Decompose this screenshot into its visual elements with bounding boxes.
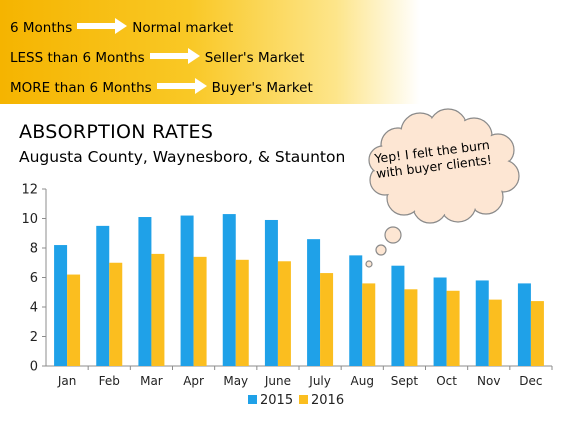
x-tick-label: Feb <box>99 374 120 388</box>
bar-2016-dec <box>530 301 544 366</box>
bar-2015-mar <box>138 217 152 366</box>
bar-2016-mar <box>151 253 165 366</box>
bar-2015-oct <box>433 277 447 366</box>
absorption-bar-chart: 0 2 4 6 8 10 12 Jan Feb Mar Apr May June July Aug Sept O… <box>21 183 553 408</box>
bar-2015-june <box>264 219 278 366</box>
x-tick-label: Nov <box>477 374 500 388</box>
bar-2016-sept <box>404 289 418 366</box>
bar-2015-sept <box>391 265 405 366</box>
bar-2015-jan <box>54 245 68 366</box>
bar-2016-feb <box>109 262 123 366</box>
rule-result: Normal market <box>132 20 234 36</box>
x-tick-label: Sept <box>391 374 419 388</box>
x-tick-label: Dec <box>519 374 542 388</box>
y-tick-label: 0 <box>30 360 38 375</box>
legend-label-2016: 2016 <box>311 393 344 408</box>
bar-2016-nov <box>488 299 502 366</box>
y-tick-label: 10 <box>21 212 38 227</box>
rule-condition: LESS than 6 Months <box>10 50 145 66</box>
chart-title: ABSORPTION RATES <box>19 121 214 143</box>
y-tick-label: 4 <box>30 301 38 316</box>
rule-buyer: MORE than 6 Months Buyer's Market <box>10 76 313 100</box>
bar-2015-dec <box>517 283 531 366</box>
bar-2016-apr <box>193 256 207 366</box>
rule-seller: LESS than 6 Months Seller's Market <box>10 46 304 70</box>
right-arrow-icon <box>156 78 207 98</box>
y-tick-label: 12 <box>21 183 38 198</box>
chart-subtitle: Augusta County, Waynesboro, & Staunton <box>19 148 346 166</box>
bar-2015-feb <box>96 225 110 366</box>
x-tick-label: Mar <box>140 374 163 388</box>
bar-2016-jan <box>67 274 81 366</box>
x-tick-label: Apr <box>183 374 204 388</box>
right-arrow-icon <box>77 18 128 38</box>
bar-2016-aug <box>362 283 376 366</box>
rule-condition: MORE than 6 Months <box>10 80 152 96</box>
y-tick-label: 2 <box>30 330 38 345</box>
legend-swatch-2016 <box>299 395 308 404</box>
x-tick-label: Oct <box>436 374 457 388</box>
rule-condition: 6 Months <box>10 20 73 36</box>
x-tick-label: May <box>223 374 248 388</box>
rule-normal: 6 Months Normal market <box>10 16 233 40</box>
legend-swatch-2015 <box>248 395 257 404</box>
bar-2016-july <box>320 273 334 366</box>
bar-2016-june <box>277 261 291 366</box>
y-tick-label: 6 <box>30 271 38 286</box>
bar-2016-oct <box>446 290 460 366</box>
bar-2015-apr <box>180 215 194 366</box>
rule-result: Buyer's Market <box>211 80 313 96</box>
bar-2015-nov <box>475 280 489 366</box>
bar-2015-may <box>222 214 236 366</box>
right-arrow-icon <box>149 48 200 68</box>
bar-2015-aug <box>349 255 363 366</box>
bar-2015-july <box>307 239 321 366</box>
x-tick-label: Jan <box>57 374 77 388</box>
rule-result: Seller's Market <box>204 50 305 66</box>
market-rules-banner: 6 Months Normal market LESS than 6 Month… <box>0 0 420 104</box>
bar-2016-may <box>235 259 249 366</box>
x-tick-label: June <box>264 374 291 388</box>
legend-label-2015: 2015 <box>260 393 293 408</box>
y-tick-label: 8 <box>30 242 38 257</box>
x-tick-label: Aug <box>351 374 374 388</box>
thought-cloud-icon <box>365 108 520 268</box>
x-tick-label: July <box>308 374 331 388</box>
